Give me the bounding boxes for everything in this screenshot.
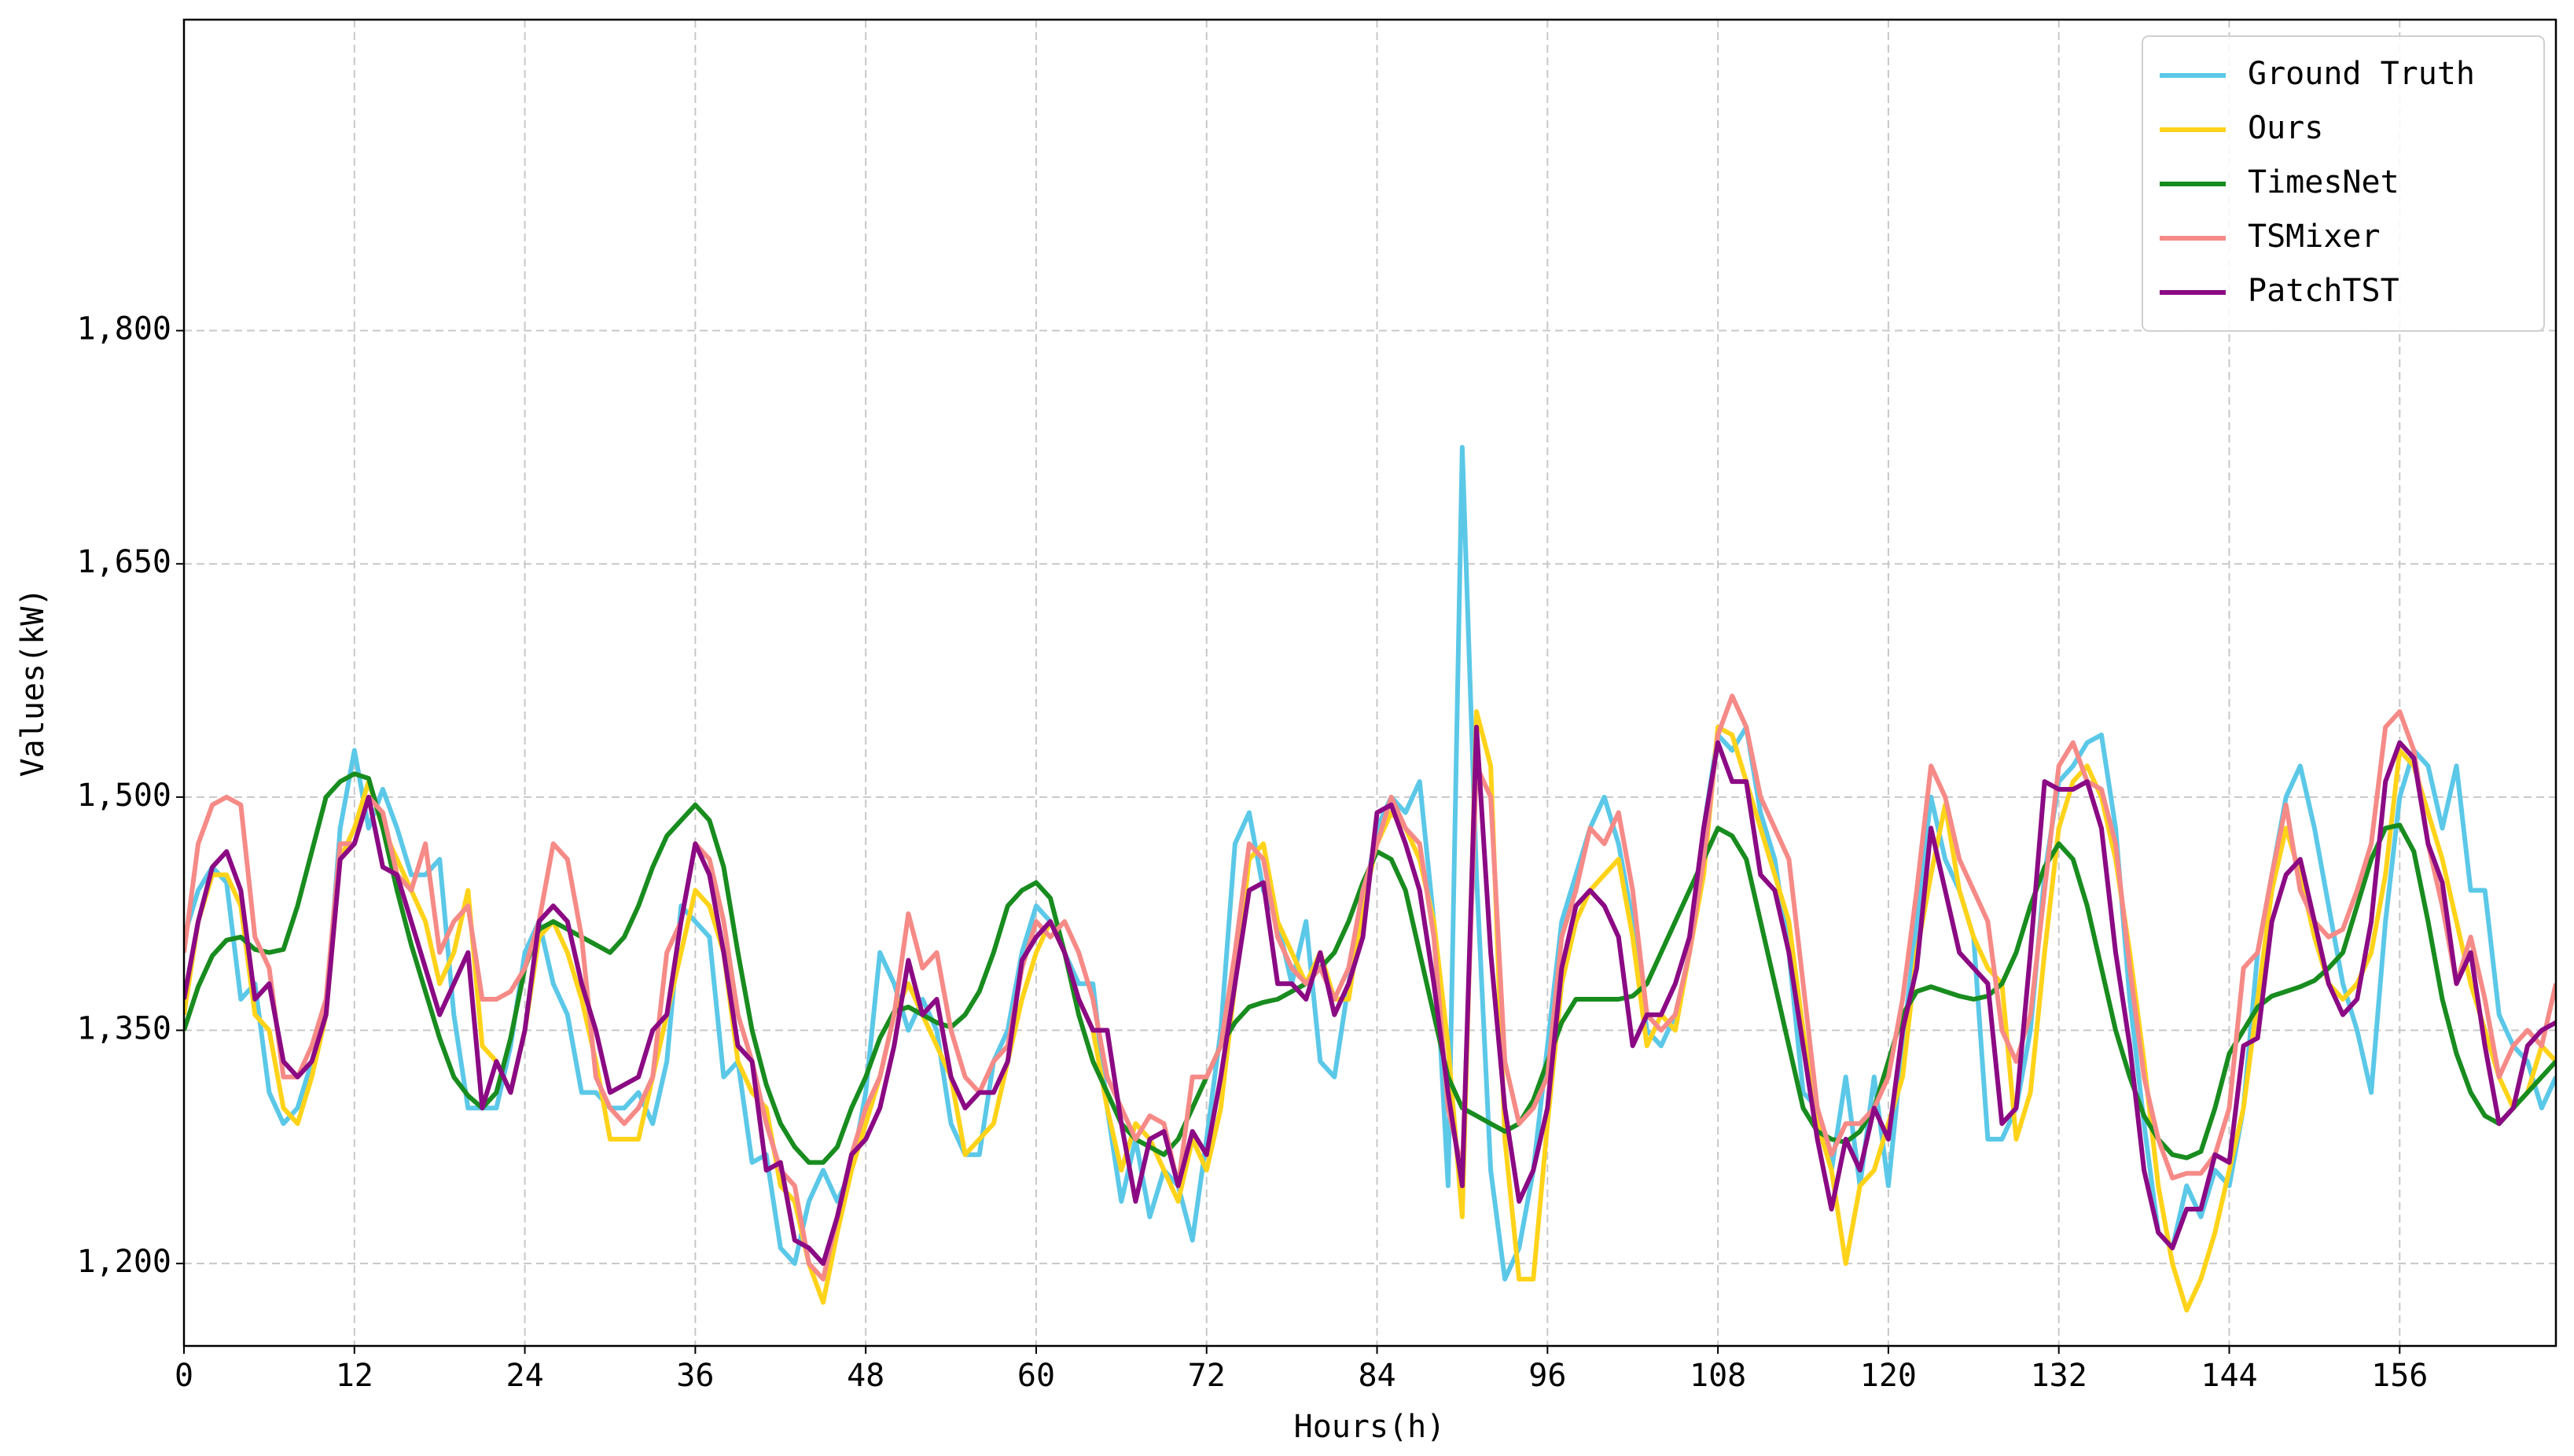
x-tick-label: 84 — [1358, 1358, 1395, 1394]
y-tick-label: 1,200 — [77, 1244, 171, 1280]
y-tick-label: 1,650 — [77, 544, 171, 580]
x-tick-label: 36 — [676, 1358, 714, 1394]
x-tick-label: 72 — [1188, 1358, 1226, 1394]
y-axis-label: Values(kW) — [15, 588, 51, 778]
x-tick-label: 96 — [1528, 1358, 1566, 1394]
legend-label: Ours — [2248, 110, 2323, 146]
x-tick-label: 144 — [2201, 1358, 2257, 1394]
x-tick-label: 108 — [1690, 1358, 1746, 1394]
legend-label: TSMixer — [2248, 219, 2381, 255]
x-axis-label: Hours(h) — [1294, 1409, 1446, 1445]
x-tick-label: 24 — [506, 1358, 543, 1394]
x-tick-label: 48 — [847, 1358, 884, 1394]
x-tick-label: 120 — [1860, 1358, 1917, 1394]
legend-label: TimesNet — [2248, 164, 2399, 200]
x-tick-label: 156 — [2371, 1358, 2428, 1394]
x-tick-label: 12 — [336, 1358, 373, 1394]
legend-label: PatchTST — [2248, 273, 2399, 309]
legend-box — [2142, 35, 2545, 332]
x-tick-label: 132 — [2031, 1358, 2087, 1394]
series-line — [184, 724, 2556, 1267]
plot-frame — [182, 18, 2557, 1348]
x-tick-label: 0 — [175, 1358, 193, 1394]
legend: Ground Truth Ours TimesNet TSMixer PatchTST — [2142, 35, 2545, 332]
y-tick-label: 1,500 — [77, 778, 171, 814]
y-tick-label: 1,350 — [77, 1011, 171, 1047]
x-tick-label: 60 — [1017, 1358, 1055, 1394]
legend-label: Ground Truth — [2248, 56, 2475, 92]
y-tick-label: 1,800 — [77, 311, 171, 347]
